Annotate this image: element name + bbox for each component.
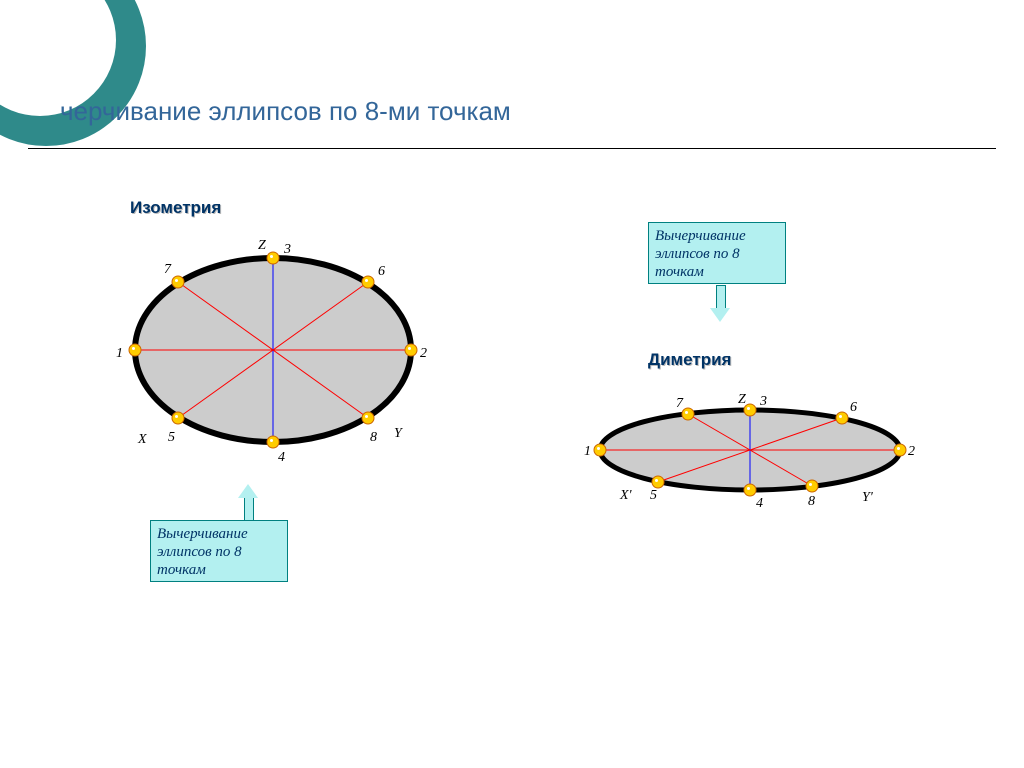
point-label-3: 3 [760, 394, 767, 410]
callout-line: точкам [655, 264, 704, 280]
point-label-5: 5 [168, 430, 175, 446]
point-label-2: 2 [420, 346, 427, 362]
callout-line: Вычерчивание [157, 526, 248, 542]
title-rule [28, 148, 996, 149]
dimetry-subtitle: Диметрия [648, 350, 731, 370]
point-label-4: 4 [278, 450, 285, 466]
point-label-1: 1 [116, 346, 123, 362]
point-label-3: 3 [284, 242, 291, 258]
point-label-4: 4 [756, 496, 763, 512]
iso-arrow-head [238, 484, 258, 498]
page-title: черчивание эллипсов по 8-ми точкам [60, 96, 511, 127]
point-label-7: 7 [164, 262, 171, 278]
callout-line: точкам [157, 562, 206, 578]
callout-line: эллипсов по 8 [655, 246, 740, 262]
point-label-1: 1 [584, 444, 591, 460]
dim-callout: Вычерчивание эллипсов по 8 точкам [648, 222, 786, 284]
point-label-8: 8 [370, 430, 377, 446]
point-label-6: 6 [378, 264, 385, 280]
point-label-8: 8 [808, 494, 815, 510]
point-label-2: 2 [908, 444, 915, 460]
point-label-5: 5 [650, 488, 657, 504]
dim-arrow-head [710, 308, 730, 322]
point-label-6: 6 [850, 400, 857, 416]
callout-line: эллипсов по 8 [157, 544, 242, 560]
axis-label-X': X' [620, 488, 632, 504]
axis-label-X: X [138, 432, 147, 448]
dim-arrow-stem [716, 285, 726, 310]
dimetry-figure: 1 2 3 4 5 6 7 8 Z X' Y' [580, 370, 920, 540]
axis-label-Y: Y [394, 426, 402, 442]
callout-line: Вычерчивание [655, 228, 746, 244]
axis-label-Z: Z [258, 238, 266, 254]
iso-arrow-stem [244, 497, 254, 522]
isometry-subtitle: Изометрия [130, 198, 221, 218]
slide: черчивание эллипсов по 8-ми точкам Изоме… [0, 0, 1024, 768]
axis-label-Z: Z [738, 392, 746, 408]
iso-callout: Вычерчивание эллипсов по 8 точкам [150, 520, 288, 582]
axis-label-Y': Y' [862, 490, 873, 506]
isometry-figure: 1 2 3 4 5 6 7 8 Z X Y [108, 220, 438, 480]
point-label-7: 7 [676, 396, 683, 412]
